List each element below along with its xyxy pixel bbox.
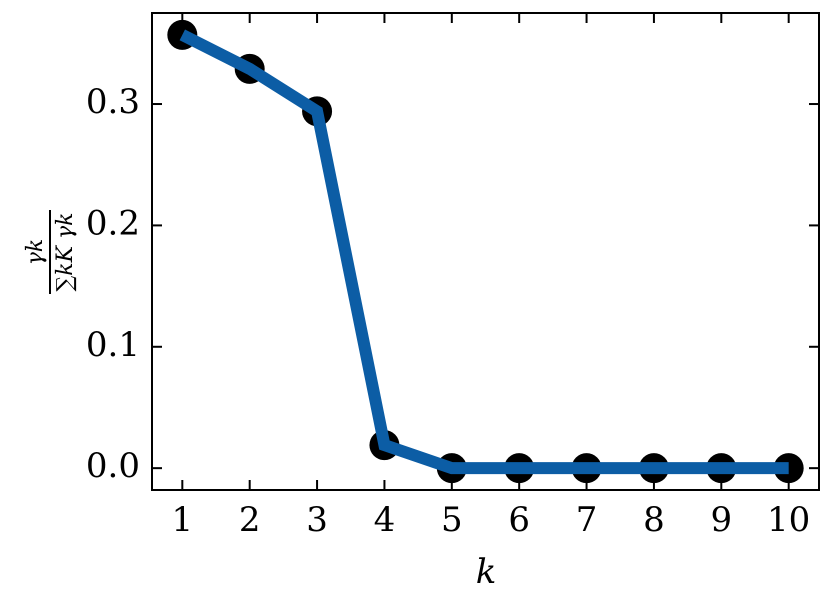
x-tick-label: 9 [710,500,732,540]
x-tick-label: 3 [306,500,328,540]
y-label-denominator: ∑kK γk [53,213,78,292]
y-tick-label: 0.3 [86,82,140,122]
line [179,29,789,475]
x-axis-label: k [476,552,497,592]
y-label-numerator: γk [23,239,48,265]
x-tick-label: 5 [441,500,463,540]
y-tick-label: 0.2 [86,203,140,243]
x-tick-label: 10 [767,500,810,540]
plot-frame [151,12,820,491]
y-tick-label: 0.0 [86,446,140,486]
x-tick-label: 1 [171,500,193,540]
x-tick-label: 7 [576,500,598,540]
x-tick-label: 2 [239,500,261,540]
y-tick-label: 0.1 [86,325,140,365]
x-tick-label: 8 [643,500,665,540]
x-tick-label: 4 [374,500,396,540]
y-axis-label: γk ∑kK γk [23,210,78,294]
x-tick-label: 6 [508,500,530,540]
